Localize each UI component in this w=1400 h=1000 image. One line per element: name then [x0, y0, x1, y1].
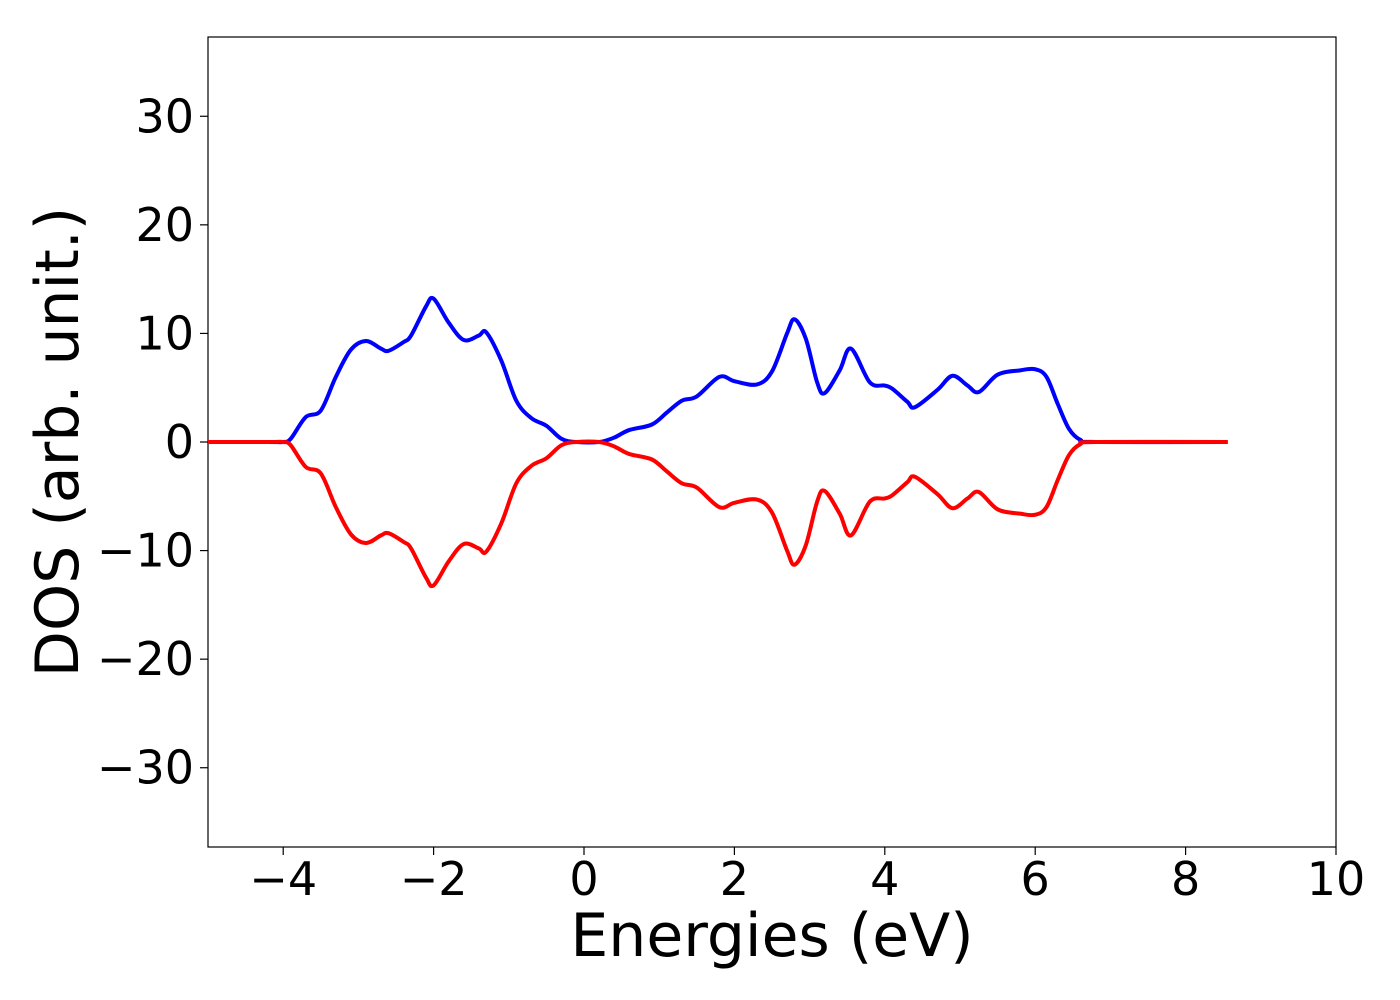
y-axis-label: DOS (arb. unit.): [23, 207, 93, 677]
x-axis-label: Energies (eV): [570, 901, 973, 971]
x-tick-label: 10: [1307, 852, 1366, 906]
y-tick-label: −10: [97, 524, 194, 578]
x-tick-label: 6: [1021, 852, 1050, 906]
x-tick-label: 8: [1171, 852, 1200, 906]
x-tick-label: 2: [720, 852, 749, 906]
y-tick-label: 0: [165, 415, 194, 469]
y-tick-label: −20: [97, 632, 194, 686]
dos-line: [208, 295, 1228, 445]
dos-line: [208, 439, 1228, 589]
y-tick-label: 20: [135, 198, 194, 252]
x-tick-label: −2: [400, 852, 468, 906]
x-tick-label: 0: [569, 852, 598, 906]
x-tick-label: −4: [249, 852, 317, 906]
y-tick-label: −30: [97, 741, 194, 795]
x-tick-label: 4: [870, 852, 899, 906]
y-tick-label: 10: [135, 306, 194, 360]
y-tick-label: 30: [135, 89, 194, 143]
